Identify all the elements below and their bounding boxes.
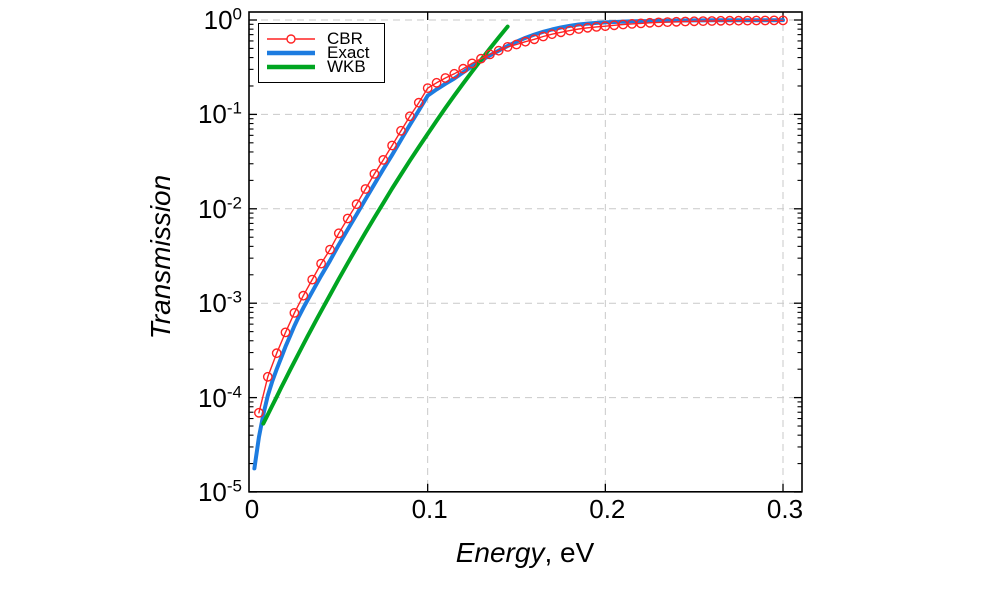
series-marker-cbr: [360, 184, 371, 194]
plot-frame: [248, 11, 803, 493]
y-tick-exponent: -1: [226, 98, 242, 118]
series-marker-cbr: [316, 258, 326, 269]
series-marker-cbr: [538, 31, 549, 42]
y-tick-exponent: 0: [232, 4, 242, 24]
series-marker-cbr: [307, 274, 318, 285]
legend-item-cbr: CBR: [267, 29, 384, 48]
series-marker-cbr: [778, 15, 788, 26]
series-marker-cbr: [467, 58, 477, 69]
y-tick-base: 10: [197, 477, 227, 507]
x-axis-label-name: Energy: [455, 537, 545, 568]
series-marker-cbr: [396, 125, 406, 136]
legend-item-wkb: WKB: [267, 57, 384, 76]
x-axis-label: Energy, eV: [456, 537, 595, 569]
series-marker-cbr: [280, 327, 291, 338]
y-tick-exponent: -4: [226, 381, 242, 401]
series-marker-cbr: [271, 348, 282, 359]
y-tick-label: 100: [158, 4, 242, 35]
series-marker-cbr: [333, 228, 344, 239]
x-tick-label: 0.1: [411, 494, 448, 524]
x-tick-label: 0: [244, 494, 260, 524]
series-marker-cbr: [431, 77, 442, 88]
series-marker-cbr: [298, 290, 309, 301]
y-tick-base: 10: [197, 288, 227, 319]
series-marker-cbr: [556, 27, 566, 38]
y-tick-exponent: -3: [226, 287, 242, 307]
series-marker-cbr: [458, 63, 469, 74]
y-tick-exponent: -5: [226, 476, 242, 496]
series-marker-cbr: [289, 307, 300, 318]
series-marker-cbr: [413, 97, 424, 108]
series-marker-cbr: [476, 53, 486, 64]
y-tick-label: 10-4: [158, 381, 242, 413]
y-tick-base: 10: [203, 5, 233, 35]
y-tick-label: 10-1: [158, 98, 242, 130]
legend-label: WKB: [327, 57, 366, 76]
series-marker-cbr: [378, 154, 389, 165]
series-marker-cbr: [502, 42, 513, 52]
x-axis-label-unit: , eV: [544, 537, 595, 568]
series-marker-cbr: [342, 213, 353, 224]
y-tick-base: 10: [197, 193, 227, 224]
x-tick-label: 0.2: [589, 494, 626, 524]
legend-sample-exact: [267, 50, 315, 56]
series-marker-cbr: [547, 29, 557, 40]
series-marker-cbr: [253, 407, 264, 418]
series-marker-cbr: [449, 68, 460, 79]
series-marker-cbr: [387, 140, 397, 151]
series-marker-cbr: [564, 25, 575, 36]
legend-sample-cbr: [267, 34, 315, 44]
series-marker-cbr: [511, 39, 522, 50]
series-marker-cbr: [262, 371, 273, 382]
y-tick-label: 10-5: [158, 476, 242, 507]
series-line-exact: [252, 18, 785, 471]
y-tick-exponent: -2: [226, 193, 242, 213]
series-marker-cbr: [422, 83, 433, 94]
y-tick-base: 10: [197, 382, 227, 413]
y-tick-base: 10: [197, 99, 227, 130]
series-marker-cbr: [520, 36, 531, 47]
series-marker-cbr: [484, 49, 495, 60]
y-tick-label: 10-3: [158, 287, 242, 319]
series-marker-cbr: [493, 45, 504, 56]
legend-sample-wkb: [267, 64, 315, 70]
series-marker-cbr: [529, 34, 540, 45]
legend-box: CBR Exact WKB: [258, 23, 385, 83]
y-tick-label: 10-2: [158, 193, 242, 224]
legend-item-exact: Exact: [267, 43, 384, 62]
series-marker-cbr: [369, 168, 380, 179]
series-line-wkb: [261, 24, 510, 426]
legend-label: Exact: [327, 43, 370, 62]
x-tick-label: 0.3: [766, 494, 804, 524]
series-marker-cbr: [351, 199, 362, 210]
series-marker-cbr: [440, 73, 451, 83]
series-marker-cbr: [404, 111, 415, 122]
legend-label: CBR: [327, 29, 363, 48]
series-marker-cbr: [325, 244, 335, 255]
